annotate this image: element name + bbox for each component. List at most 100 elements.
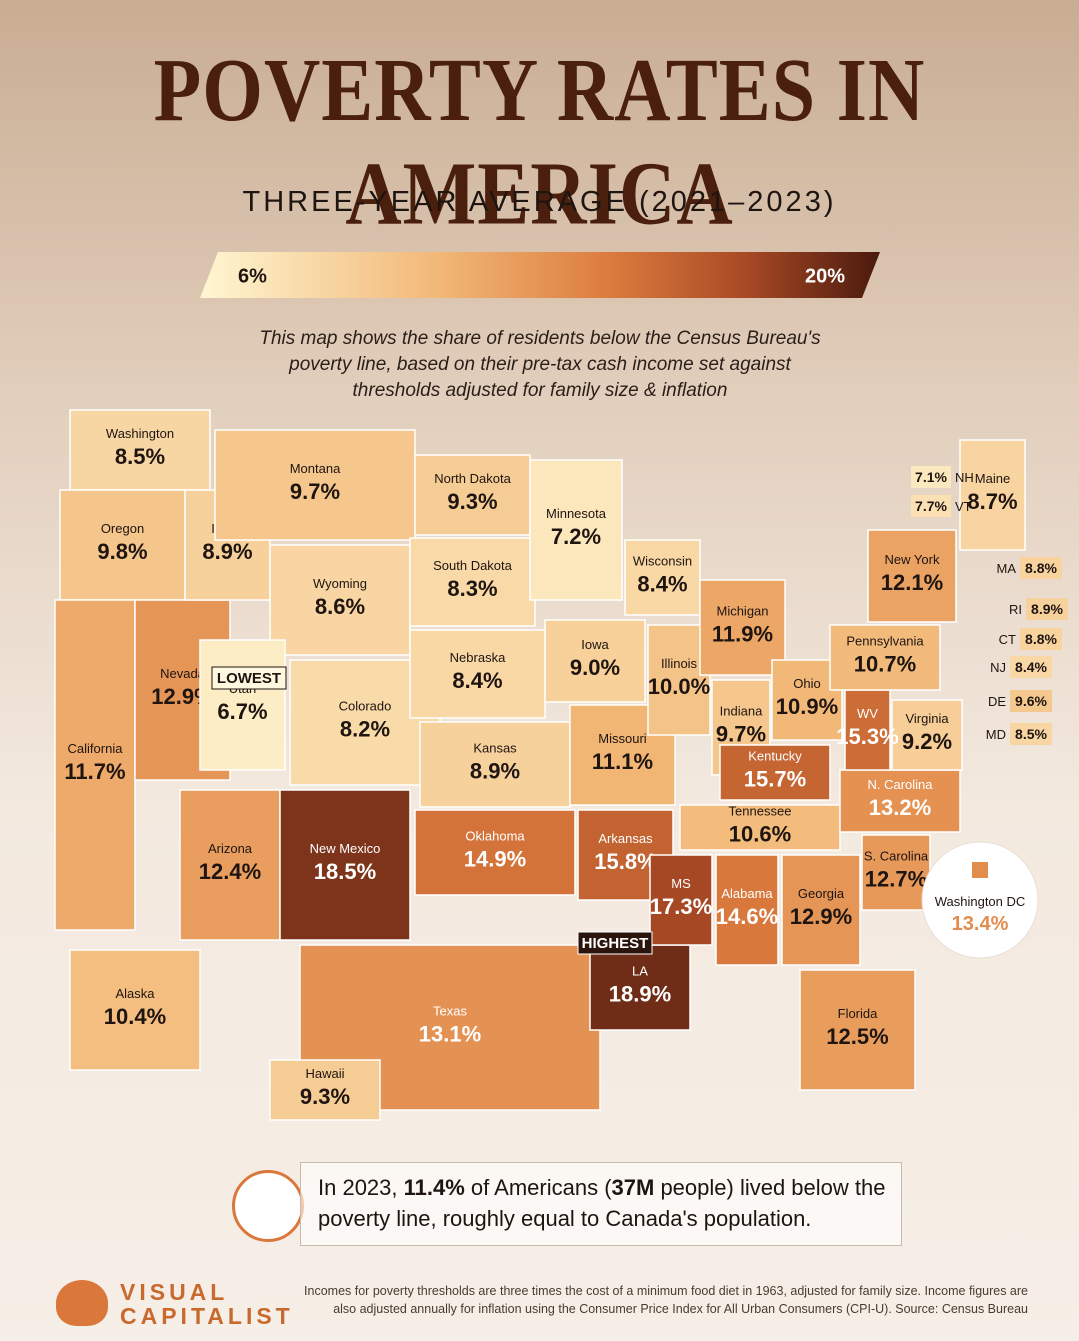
state xyxy=(891,699,963,771)
annotation-highest: HIGHEST xyxy=(582,935,649,952)
state-value: 9.3% xyxy=(300,1084,350,1109)
state-name: Nevada xyxy=(160,666,206,681)
state-name: Ohio xyxy=(793,676,820,691)
state xyxy=(279,789,411,941)
state xyxy=(679,804,841,851)
state-name: Missouri xyxy=(598,731,647,746)
state-value: 18.5% xyxy=(314,859,376,884)
callout-box xyxy=(300,1162,902,1246)
state xyxy=(911,466,951,488)
state-value: 7.7% xyxy=(915,498,947,514)
state-name: Indiana xyxy=(720,704,763,719)
state-name: Oregon xyxy=(101,521,144,536)
state-name: Oklahoma xyxy=(465,829,525,844)
state-value: 8.5% xyxy=(1015,726,1047,742)
state-name: Arizona xyxy=(208,841,253,856)
state xyxy=(409,537,536,627)
state-value: 11.7% xyxy=(64,759,125,784)
logo: VISUAL CAPITALIST xyxy=(120,1280,294,1328)
state xyxy=(589,944,691,1031)
subtitle: THREE-YEAR AVERAGE (2021–2023) xyxy=(242,186,837,218)
state-name: New York xyxy=(885,552,940,567)
state-name: Pennsylvania xyxy=(846,634,924,649)
state-value: 8.7% xyxy=(967,489,1017,514)
state-value: 9.6% xyxy=(1015,693,1047,709)
callout-icon xyxy=(232,1170,304,1242)
state-value: 10.4% xyxy=(104,1004,166,1029)
state-name: Montana xyxy=(290,461,341,476)
state xyxy=(799,969,916,1091)
state xyxy=(911,495,951,517)
state xyxy=(214,429,416,541)
state-name: Maine xyxy=(975,471,1010,486)
state xyxy=(1020,628,1062,650)
state xyxy=(1010,690,1052,712)
state-value: 8.9% xyxy=(202,539,252,564)
state-name: Nebraska xyxy=(450,650,506,665)
state xyxy=(1026,598,1068,620)
logo-line: CAPITALIST xyxy=(120,1303,294,1329)
state xyxy=(624,539,701,616)
state-name: N. Carolina xyxy=(867,777,933,792)
state xyxy=(1020,557,1062,579)
state xyxy=(269,544,411,656)
state-value: 9.8% xyxy=(97,539,147,564)
state-value: 6.7% xyxy=(217,699,267,724)
state-name: RI xyxy=(1009,602,1022,617)
state-name: North Dakota xyxy=(434,471,511,486)
state-value: 12.4% xyxy=(199,859,261,884)
state xyxy=(1010,723,1052,745)
state-value: 8.9% xyxy=(470,759,520,784)
state-value: 8.8% xyxy=(1025,631,1057,647)
state-value: 8.4% xyxy=(452,668,502,693)
state-name: Washington xyxy=(106,426,174,441)
state xyxy=(269,1059,381,1121)
state-value: 8.4% xyxy=(637,572,687,597)
callout-part: of Americans ( xyxy=(464,1175,612,1200)
state xyxy=(867,529,957,623)
state-value: 15.8% xyxy=(594,849,656,874)
callout-part: 37M xyxy=(611,1175,655,1200)
state-name: New Mexico xyxy=(310,841,381,856)
state xyxy=(1010,656,1052,678)
state xyxy=(179,789,281,941)
legend-min: 6% xyxy=(238,265,267,287)
state-name: VT xyxy=(955,499,972,514)
state-value: 8.5% xyxy=(115,444,165,469)
state-value: 11.1% xyxy=(592,749,653,774)
state-name: Minnesota xyxy=(546,506,607,521)
state-value: 13.2% xyxy=(869,795,931,820)
state xyxy=(829,624,941,691)
legend-max: 20% xyxy=(805,265,845,287)
state-value: 12.1% xyxy=(881,570,943,595)
state xyxy=(414,809,576,896)
description: This map shows the share of residents be… xyxy=(259,328,821,401)
state-name: MD xyxy=(986,727,1006,742)
state xyxy=(647,624,711,736)
state xyxy=(544,619,646,703)
logo-mark xyxy=(56,1280,108,1326)
state-value: 18.9% xyxy=(609,982,671,1007)
state-name: Virginia xyxy=(905,711,949,726)
state-name: DE xyxy=(988,694,1006,709)
title: POVERTY RATES IN AMERICA xyxy=(153,39,926,244)
state-name: WV xyxy=(857,706,878,721)
dc-callout xyxy=(921,841,1039,959)
state-name: Iowa xyxy=(581,637,609,652)
callout-part: In 2023, xyxy=(318,1175,404,1200)
state-value: 8.4% xyxy=(1015,659,1047,675)
logo-line: VISUAL xyxy=(120,1279,229,1305)
state-value: 8.6% xyxy=(315,594,365,619)
state-value: 15.3% xyxy=(836,724,898,749)
state-name: Texas xyxy=(433,1004,467,1019)
state-value: 17.3% xyxy=(650,894,712,919)
state-value: 12.5% xyxy=(826,1024,888,1049)
state-name: Kentucky xyxy=(748,749,802,764)
state-name: Michigan xyxy=(716,604,768,619)
state-value: 7.2% xyxy=(551,524,601,549)
callout-part: 11.4% xyxy=(403,1175,465,1200)
state-value: 9.0% xyxy=(570,655,620,680)
state-value: 7.1% xyxy=(915,469,947,485)
state xyxy=(839,769,961,833)
state xyxy=(69,949,201,1071)
